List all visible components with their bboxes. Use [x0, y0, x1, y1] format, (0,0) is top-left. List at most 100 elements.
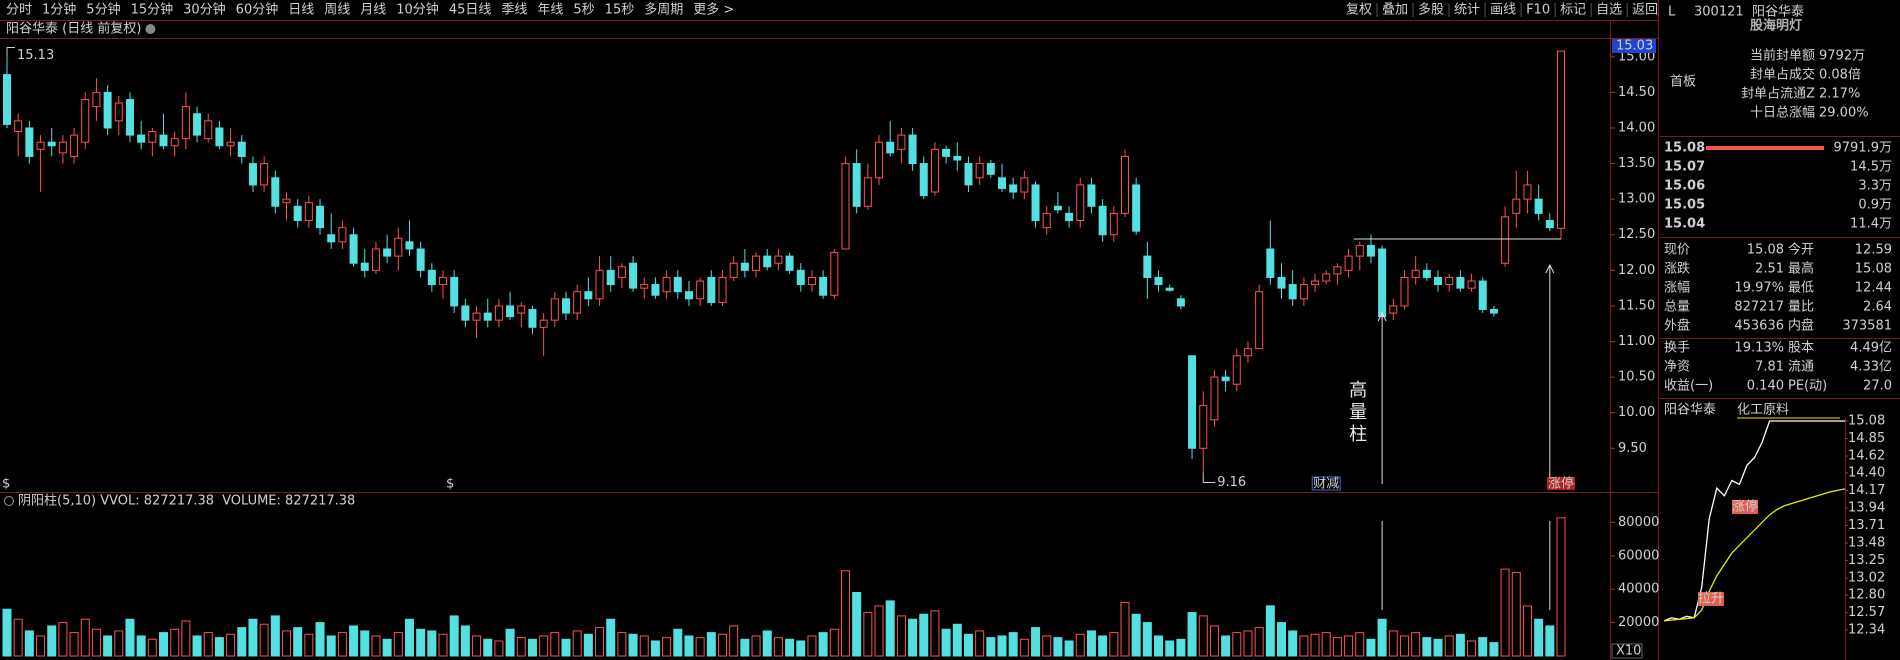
- candle-body: [763, 255, 772, 268]
- volume-bar: [58, 622, 68, 657]
- y-tick-label: 13.50: [1618, 156, 1655, 171]
- toolbar-item[interactable]: 分时: [6, 3, 32, 18]
- seal-label: 封单占成交: [1750, 67, 1815, 83]
- candle-body: [986, 163, 995, 175]
- y-tick-label: 12.34: [1848, 623, 1885, 638]
- y-tick-label: 11.00: [1618, 334, 1655, 349]
- toolbar-item[interactable]: 10分钟: [396, 2, 439, 18]
- quote-label: 收益(一): [1664, 379, 1713, 394]
- candle-body: [774, 255, 783, 264]
- y-tick-label: 12.80: [1848, 587, 1885, 602]
- volume-subtitle: VOLUME: 827217.38: [222, 494, 355, 509]
- volume-bar: [606, 618, 616, 657]
- unit-label: X10: [1616, 644, 1641, 659]
- quote-label: 量比: [1788, 300, 1814, 315]
- candle-body: [506, 305, 515, 318]
- volume-bar: [1388, 630, 1398, 657]
- candle-body: [584, 291, 593, 300]
- volume-bar: [2, 608, 12, 657]
- toolbar-item[interactable]: 复权: [1346, 2, 1372, 18]
- mini-tag: 涨停: [1732, 499, 1758, 515]
- toolbar-item[interactable]: 5分钟: [86, 2, 120, 18]
- volume-bar: [393, 632, 403, 657]
- candle-body: [114, 102, 123, 122]
- quote-label: 今开: [1788, 242, 1814, 258]
- volume-bar: [1232, 632, 1242, 657]
- volume-bar: [326, 635, 336, 657]
- toolbar-item[interactable]: 周线: [324, 3, 350, 18]
- toolbar-item[interactable]: 返回: [1632, 3, 1658, 18]
- toolbar-item[interactable]: 季线: [501, 3, 527, 18]
- candle-body: [707, 276, 716, 303]
- toolbar-item[interactable]: 年线: [537, 3, 563, 18]
- y-tick-label: 12.50: [1618, 227, 1655, 242]
- toolbar-item[interactable]: 多周期: [644, 2, 683, 18]
- candle-body: [81, 99, 90, 143]
- candle-body: [316, 205, 325, 229]
- volume-bar: [773, 637, 783, 657]
- candle-body: [58, 141, 67, 154]
- candle-body: [517, 305, 526, 314]
- quote-value: 4.49亿: [1850, 341, 1892, 356]
- quote-value: 2.51: [1755, 262, 1784, 277]
- volume-bar: [1455, 633, 1465, 657]
- volume-bar: [416, 628, 426, 657]
- volume-bar: [673, 628, 683, 657]
- toolbar-item[interactable]: 60分钟: [236, 2, 279, 18]
- candle-body: [785, 255, 794, 271]
- y-tick-label: 13.48: [1848, 536, 1885, 551]
- candle-body: [271, 177, 280, 207]
- quote-value: 0.140: [1747, 379, 1784, 394]
- candle-body: [1545, 220, 1554, 229]
- toolbar-item[interactable]: 标记: [1560, 3, 1586, 18]
- y-tick-label: 13.71: [1848, 518, 1885, 533]
- toolbar-item[interactable]: 30分钟: [183, 2, 226, 18]
- volume-bar: [650, 640, 660, 657]
- volume-bar: [449, 615, 459, 657]
- candle-body: [998, 177, 1007, 189]
- volume-bar: [1511, 571, 1521, 657]
- toolbar-item[interactable]: 统计: [1454, 3, 1480, 18]
- stock-code: 300121: [1694, 5, 1744, 20]
- toolbar-item[interactable]: 15秒: [605, 3, 635, 18]
- candle-body: [14, 120, 23, 133]
- candle-body: [170, 138, 179, 147]
- toolbar-item[interactable]: F10: [1526, 3, 1550, 18]
- toolbar-item[interactable]: 多股: [1418, 2, 1444, 18]
- quote-label: 涨幅: [1664, 281, 1690, 296]
- order-amount: 11.4万: [1850, 217, 1892, 232]
- toolbar-item[interactable]: 更多 >: [693, 2, 734, 18]
- candle-body: [181, 106, 190, 140]
- quote-label: 内盘: [1788, 318, 1814, 334]
- volume-bar: [315, 622, 325, 657]
- candle-body: [360, 262, 369, 271]
- toolbar-item[interactable]: 45日线: [449, 3, 492, 18]
- volume-bar: [617, 632, 627, 657]
- mini-title: 阳谷华泰: [1664, 403, 1716, 418]
- quote-value: 2.64: [1863, 300, 1892, 315]
- volume-bar: [170, 628, 180, 657]
- volume-bar: [1411, 632, 1421, 657]
- volume-bar: [1310, 633, 1320, 657]
- y-tick-label: 14.40: [1848, 465, 1885, 480]
- volume-bar: [103, 635, 113, 657]
- volume-bar: [885, 600, 895, 657]
- volume-bar: [662, 637, 672, 657]
- toolbar-item[interactable]: 1分钟: [42, 2, 76, 18]
- toolbar-item[interactable]: 5秒: [573, 3, 594, 18]
- toolbar-item[interactable]: 15分钟: [131, 2, 174, 18]
- toolbar-item[interactable]: 自选: [1596, 3, 1622, 18]
- toolbar-item[interactable]: 月线: [360, 3, 386, 18]
- marker-box: [1547, 477, 1575, 490]
- candle-body: [1087, 184, 1096, 207]
- y-tick-label: 14.17: [1848, 483, 1885, 498]
- candle-body: [539, 319, 548, 328]
- mini-tag: 拉升: [1698, 592, 1724, 607]
- quote-label: 总量: [1664, 300, 1690, 315]
- toolbar-item[interactable]: 画线: [1490, 3, 1516, 18]
- toolbar-item[interactable]: 日线: [288, 3, 314, 18]
- y-tick-label: 80000: [1618, 515, 1659, 530]
- seal-label: 当前封单额: [1750, 48, 1815, 64]
- toolbar-item[interactable]: 叠加: [1382, 3, 1408, 18]
